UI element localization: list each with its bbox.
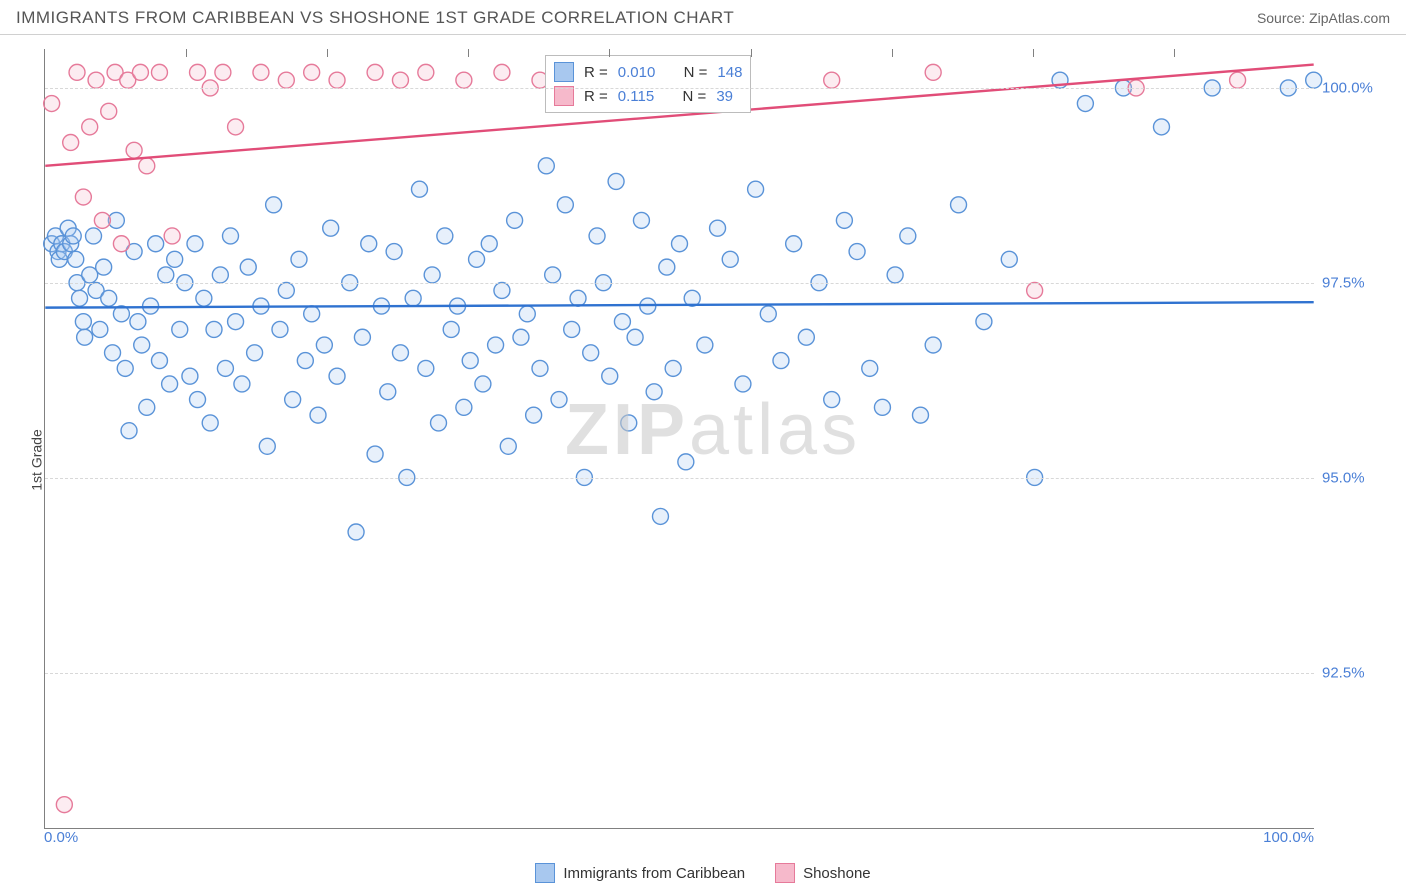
plot-canvas (45, 49, 1314, 828)
r-value-caribbean: 0.010 (618, 64, 656, 81)
title-bar: IMMIGRANTS FROM CARIBBEAN VS SHOSHONE 1S… (0, 0, 1406, 35)
n-label: N = (683, 88, 707, 105)
chart-title: IMMIGRANTS FROM CARIBBEAN VS SHOSHONE 1S… (16, 8, 734, 28)
source-name: ZipAtlas.com (1309, 10, 1390, 26)
xtick-min: 0.0% (44, 829, 78, 859)
plot-area: ZIPatlas R = 0.010 N = 148 R = 0.115 N =… (44, 49, 1314, 829)
legend-item-caribbean: Immigrants from Caribbean (535, 863, 745, 883)
legend-item-shoshone: Shoshone (775, 863, 871, 883)
series-legend: Immigrants from Caribbean Shoshone (0, 863, 1406, 883)
x-axis-ticks: 0.0% 100.0% (44, 829, 1314, 859)
r-label: R = (584, 64, 608, 81)
n-value-caribbean: 148 (717, 64, 742, 81)
xtick-max: 100.0% (1263, 829, 1314, 859)
correlation-legend: R = 0.010 N = 148 R = 0.115 N = 39 (545, 55, 751, 113)
chart-area: 1st Grade ZIPatlas R = 0.010 N = 148 R =… (0, 35, 1406, 885)
swatch-shoshone (554, 86, 574, 106)
legend-swatch-caribbean (535, 863, 555, 883)
y-axis-label: 1st Grade (29, 429, 45, 490)
n-value-shoshone: 39 (716, 88, 733, 105)
legend-label-shoshone: Shoshone (803, 865, 871, 882)
r-label: R = (584, 88, 608, 105)
legend-swatch-shoshone (775, 863, 795, 883)
swatch-caribbean (554, 62, 574, 82)
legend-row-caribbean: R = 0.010 N = 148 (554, 60, 742, 84)
source-prefix: Source: (1257, 10, 1309, 26)
legend-label-caribbean: Immigrants from Caribbean (563, 865, 745, 882)
source-attribution: Source: ZipAtlas.com (1257, 10, 1390, 26)
r-value-shoshone: 0.115 (618, 88, 654, 105)
n-label: N = (684, 64, 708, 81)
